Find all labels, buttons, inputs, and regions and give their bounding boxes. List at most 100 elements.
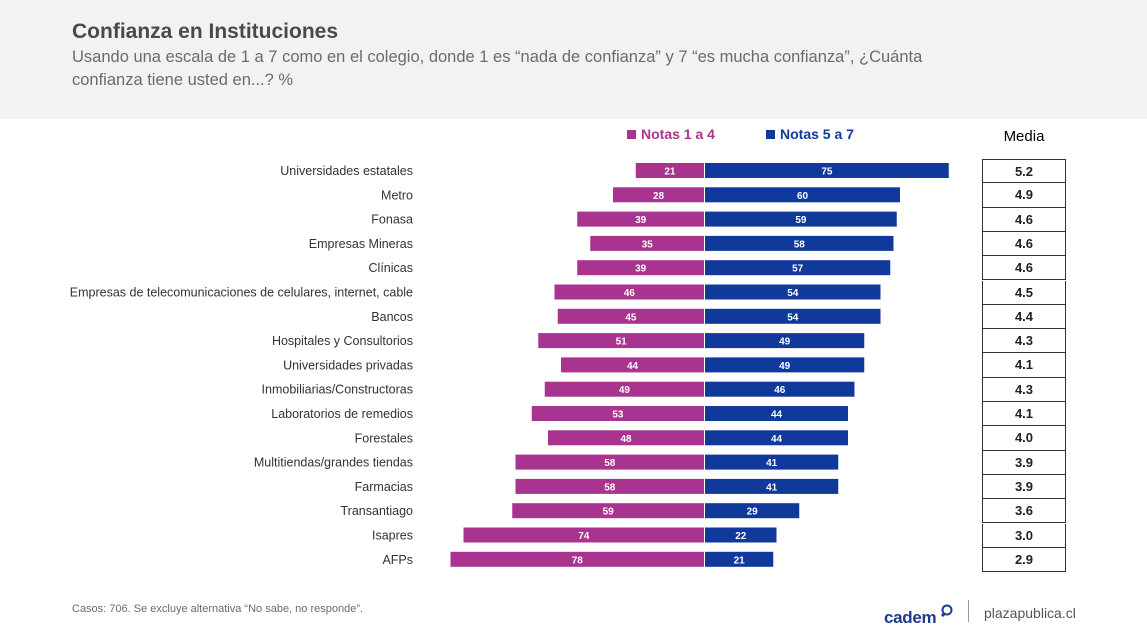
media-header: Media — [1003, 128, 1045, 145]
cadem-logo: cadem — [884, 603, 954, 628]
category-label: Farmacias — [355, 480, 413, 494]
category-label: Fonasa — [371, 213, 413, 227]
diverging-bar-chart: Universidades estatales 21 75 Metro 28 60 Fona… — [70, 163, 949, 567]
category-label: Hospitales y Consultorios — [272, 334, 413, 348]
bar-high — [705, 454, 839, 470]
media-value: 4.6 — [982, 231, 1066, 257]
media-value: 4.6 — [982, 207, 1066, 232]
bar-high-label: 54 — [787, 312, 799, 323]
media-value: 4.4 — [982, 304, 1066, 330]
bar-high — [705, 260, 891, 276]
bar-low — [548, 430, 704, 446]
bar-high-label: 21 — [734, 555, 746, 566]
bar-low — [544, 381, 704, 397]
media-value: 4.9 — [982, 183, 1066, 208]
media-value: 5.2 — [982, 159, 1066, 184]
media-value: 3.9 — [982, 474, 1066, 500]
bar-high — [705, 211, 897, 227]
bar-high-label: 60 — [797, 191, 809, 202]
bar-low-label: 44 — [627, 361, 639, 372]
bar-high — [705, 551, 774, 567]
bar-high-label: 44 — [771, 410, 783, 421]
bar-high-label: 41 — [766, 482, 778, 493]
bar-low — [538, 333, 704, 349]
bar-low-label: 51 — [616, 337, 628, 348]
bar-low — [554, 284, 704, 300]
page-subtitle: Usando una escala de 1 a 7 como en el co… — [72, 48, 923, 89]
bar-high — [705, 308, 881, 324]
category-label: Universidades privadas — [283, 358, 413, 372]
bar-low — [531, 406, 704, 421]
media-value: 3.6 — [982, 499, 1066, 524]
bar-low-label: 53 — [612, 410, 624, 421]
category-label: Bancos — [371, 310, 413, 324]
bar-low — [463, 527, 704, 543]
category-label: Multitiendas/grandes tiendas — [254, 456, 413, 470]
bar-low — [450, 551, 704, 567]
bar-low — [590, 235, 704, 251]
bar-low-label: 48 — [620, 434, 632, 445]
logo-separator — [968, 600, 969, 622]
bar-low-label: 58 — [604, 458, 616, 469]
media-value: 4.3 — [982, 377, 1066, 402]
bar-high-label: 58 — [794, 239, 806, 250]
category-label: Clínicas — [369, 261, 413, 275]
bar-low-label: 78 — [572, 555, 584, 566]
category-label: Empresas de telecomunicaciones de celula… — [70, 286, 413, 300]
bar-high-label: 44 — [771, 434, 783, 445]
media-value: 4.5 — [982, 280, 1066, 305]
bar-high-label: 22 — [735, 531, 747, 542]
bar-low-label: 49 — [619, 385, 631, 396]
category-label: Metro — [381, 188, 413, 202]
legend-low: Notas 1 a 4 — [627, 126, 715, 142]
legend-high-swatch — [766, 129, 775, 139]
legend-high-label: Notas 5 a 7 — [780, 126, 854, 142]
bar-high — [705, 284, 881, 300]
bar-high-label: 57 — [792, 264, 804, 275]
media-value: 3.0 — [982, 523, 1066, 548]
bar-low-label: 28 — [653, 191, 665, 202]
bar-low-label: 45 — [625, 312, 637, 323]
category-label: Forestales — [355, 431, 413, 445]
bar-high — [705, 406, 848, 421]
media-value: 4.3 — [982, 329, 1066, 354]
category-label: Universidades estatales — [280, 164, 413, 178]
bar-high — [705, 430, 848, 446]
bar-low-label: 46 — [624, 288, 636, 299]
legend-low-label: Notas 1 a 4 — [641, 126, 715, 142]
bar-high — [705, 163, 949, 178]
bar-high — [705, 381, 855, 397]
bar-low-label: 39 — [635, 215, 647, 226]
bar-high-label: 29 — [747, 507, 759, 518]
bar-high — [705, 527, 777, 543]
legend-low-swatch — [627, 129, 636, 139]
bar-high-label: 49 — [779, 337, 791, 348]
bar-high — [705, 333, 865, 349]
bar-low-label: 59 — [603, 507, 615, 518]
category-label: Empresas Mineras — [309, 237, 413, 251]
bar-low — [515, 454, 704, 470]
header-band — [0, 0, 1147, 119]
bar-high — [705, 478, 839, 494]
bar-low — [613, 187, 704, 203]
media-value: 4.6 — [982, 256, 1066, 281]
page-title: Confianza en Instituciones — [72, 20, 339, 43]
bar-low-label: 74 — [578, 531, 590, 542]
bar-low — [515, 478, 704, 494]
plazapublica-logo: plazapublica.cl — [984, 605, 1076, 621]
bar-low — [512, 503, 704, 519]
cadem-logo-text: cadem — [884, 608, 937, 627]
bar-high-label: 59 — [795, 215, 807, 226]
bar-low-label: 39 — [635, 264, 647, 275]
category-label: Inmobiliarias/Constructoras — [262, 383, 413, 397]
bar-low-label: 35 — [642, 239, 654, 250]
bar-low — [577, 260, 704, 276]
bar-low — [561, 357, 704, 373]
media-value: 4.1 — [982, 353, 1066, 378]
bar-high-label: 75 — [821, 167, 833, 178]
bar-high-label: 54 — [787, 288, 799, 299]
bar-high-label: 41 — [766, 458, 778, 469]
bar-low-label: 58 — [604, 482, 616, 493]
category-label: Isapres — [372, 529, 413, 543]
bar-low — [577, 211, 704, 227]
